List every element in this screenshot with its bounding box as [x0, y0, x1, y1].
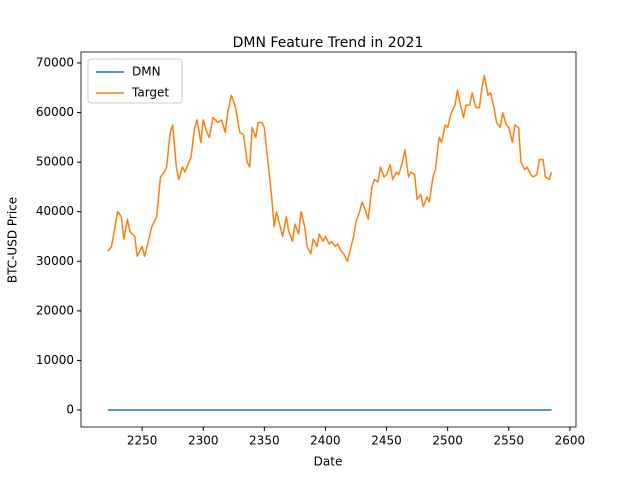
- y-tick-label: 0: [66, 402, 74, 416]
- x-tick-label: 2600: [555, 434, 586, 448]
- x-tick-label: 2400: [310, 434, 341, 448]
- legend-box: [87, 58, 183, 104]
- x-tick-label: 2250: [127, 434, 158, 448]
- y-tick-label: 50000: [36, 155, 74, 169]
- x-tick-label: 2300: [188, 434, 219, 448]
- x-tick-label: 2500: [432, 434, 463, 448]
- plot-frame: [80, 51, 577, 428]
- x-tick-label: 2550: [494, 434, 525, 448]
- x-tick-label: 2450: [371, 434, 402, 448]
- series-line: [107, 74, 553, 263]
- y-tick-label: 30000: [36, 254, 74, 268]
- legend-label: Target: [131, 86, 169, 100]
- x-tick-label: 2350: [249, 434, 280, 448]
- chart-title: DMN Feature Trend in 2021: [233, 35, 424, 51]
- y-tick-label: 70000: [36, 56, 74, 70]
- y-tick-label: 10000: [36, 353, 74, 367]
- y-axis-label: BTC-USD Price: [6, 197, 20, 283]
- y-tick-label: 20000: [36, 303, 74, 317]
- y-tick-label: 40000: [36, 204, 74, 218]
- x-axis-label: Date: [314, 455, 343, 469]
- legend-label: DMN: [132, 65, 161, 79]
- y-tick-label: 60000: [36, 105, 74, 119]
